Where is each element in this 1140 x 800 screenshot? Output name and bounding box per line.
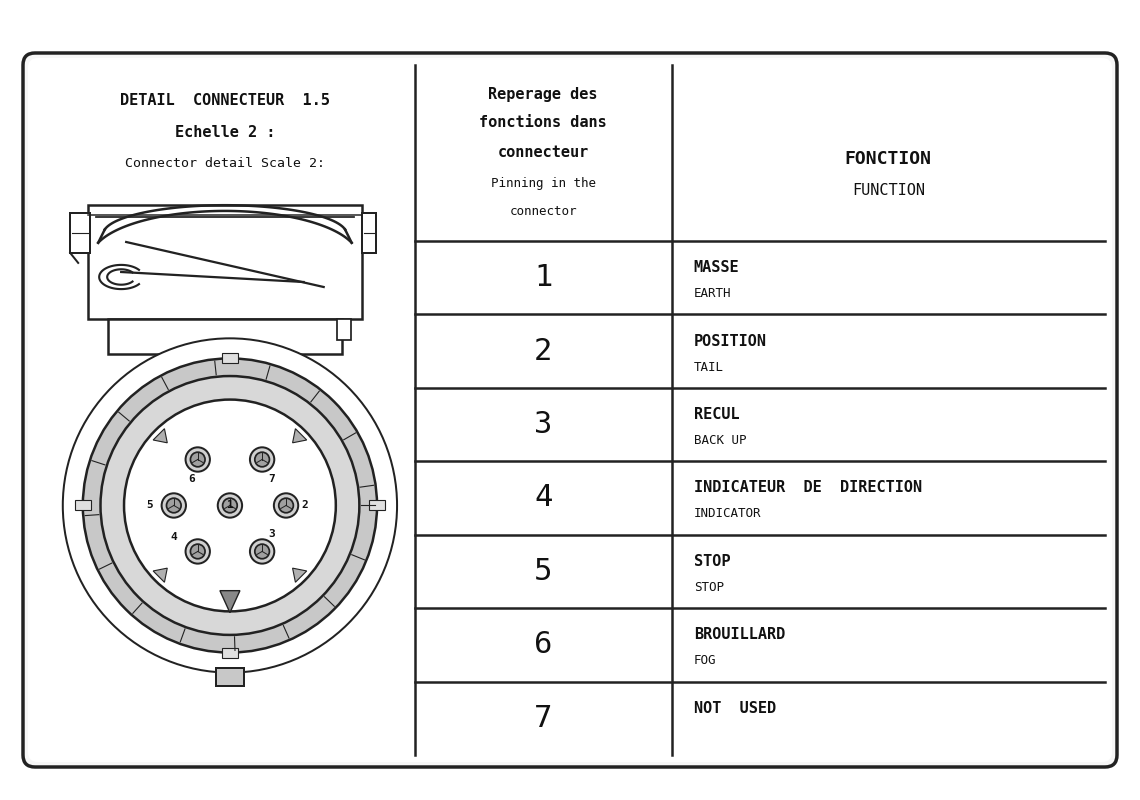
Text: BROUILLARD: BROUILLARD [693, 627, 785, 642]
Text: 1: 1 [227, 501, 234, 510]
Text: 1: 1 [534, 263, 553, 292]
Bar [361, 213, 376, 253]
Bar [222, 647, 238, 658]
Circle shape [186, 539, 210, 564]
Text: 7: 7 [534, 704, 553, 733]
Text: STOP: STOP [693, 581, 724, 594]
Text: 6: 6 [188, 474, 195, 484]
Text: NOT  USED: NOT USED [693, 701, 776, 716]
Circle shape [222, 498, 237, 513]
Text: Connector detail Scale 2:: Connector detail Scale 2: [125, 157, 325, 170]
Text: FONCTION: FONCTION [845, 150, 931, 168]
Text: 4: 4 [170, 532, 177, 542]
Polygon shape [220, 590, 239, 613]
Text: FUNCTION: FUNCTION [852, 183, 925, 198]
Circle shape [279, 498, 293, 513]
Text: Reperage des: Reperage des [489, 87, 598, 102]
Circle shape [190, 452, 205, 467]
Text: DETAIL  CONNECTEUR  1.5: DETAIL CONNECTEUR 1.5 [120, 93, 329, 108]
FancyBboxPatch shape [23, 53, 1117, 767]
Text: 5: 5 [146, 501, 153, 510]
Circle shape [274, 494, 299, 518]
Polygon shape [153, 568, 168, 582]
Circle shape [166, 498, 181, 513]
Text: fonctions dans: fonctions dans [480, 115, 608, 130]
Bar [215, 668, 244, 686]
Text: 4: 4 [534, 483, 553, 513]
Text: 2: 2 [534, 337, 553, 366]
Bar [71, 213, 90, 253]
Circle shape [255, 452, 269, 467]
Text: 6: 6 [534, 630, 553, 659]
Text: 3: 3 [268, 530, 275, 539]
Bar [75, 501, 91, 510]
Text: connector: connector [510, 205, 577, 218]
Text: 2: 2 [302, 501, 309, 510]
Text: 7: 7 [268, 474, 275, 484]
Bar [369, 501, 385, 510]
Bar [336, 319, 351, 340]
Text: POSITION: POSITION [693, 334, 766, 349]
Polygon shape [293, 429, 307, 443]
Circle shape [186, 447, 210, 472]
Bar [222, 354, 238, 363]
Circle shape [63, 338, 397, 673]
Text: connecteur: connecteur [498, 145, 589, 160]
Text: TAIL: TAIL [693, 361, 724, 374]
Text: Echelle 2 :: Echelle 2 : [174, 125, 275, 140]
Text: 3: 3 [534, 410, 553, 439]
Text: RECUL: RECUL [693, 407, 739, 422]
Text: STOP: STOP [693, 554, 730, 569]
Circle shape [255, 544, 269, 558]
Circle shape [218, 494, 242, 518]
Circle shape [162, 494, 186, 518]
Circle shape [250, 539, 275, 564]
Text: BACK UP: BACK UP [693, 434, 747, 447]
Text: 5: 5 [534, 557, 553, 586]
Text: MASSE: MASSE [693, 260, 739, 275]
Circle shape [100, 376, 359, 635]
Circle shape [190, 544, 205, 558]
FancyBboxPatch shape [28, 58, 1112, 762]
Circle shape [83, 358, 377, 653]
Text: Pinning in the: Pinning in the [490, 177, 596, 190]
Polygon shape [293, 568, 307, 582]
Text: INDICATEUR  DE  DIRECTION: INDICATEUR DE DIRECTION [693, 481, 922, 495]
Circle shape [250, 447, 275, 472]
Polygon shape [153, 429, 168, 443]
Text: INDICATOR: INDICATOR [693, 507, 762, 521]
Bar [108, 319, 342, 354]
Circle shape [124, 399, 336, 611]
FancyBboxPatch shape [88, 205, 361, 319]
Text: FOG: FOG [693, 654, 716, 667]
Text: EARTH: EARTH [693, 287, 731, 300]
